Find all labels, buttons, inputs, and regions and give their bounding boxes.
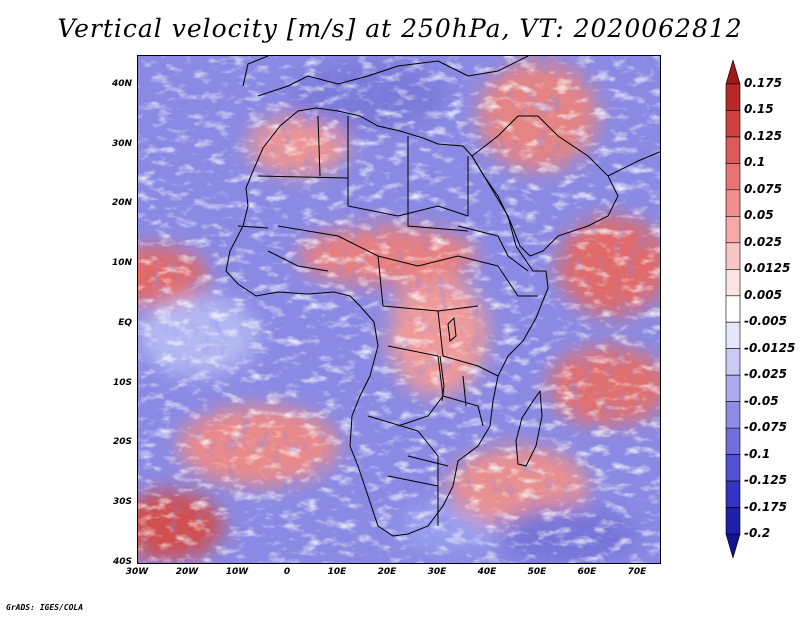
lat-label: EQ [118,318,132,328]
map-panel [137,55,661,564]
lat-label: 10S [112,378,132,388]
lon-label: 20W [175,567,199,577]
colorbar-bin [725,136,741,164]
colorbar-bin [725,374,741,402]
lat-label: 10N [111,258,132,268]
colorbar-label: 0.075 [744,181,782,196]
colorbar-bin [725,507,741,535]
colorbar-label: -0.175 [744,499,787,514]
lon-label: 10W [225,567,249,577]
lat-label: 40S [112,557,132,567]
colorbar-label: -0.125 [744,473,787,488]
field-texture-dark [138,56,660,563]
colorbar-label: -0.0125 [744,340,796,355]
lon-label: 60E [577,567,597,577]
colorbar [725,60,741,558]
lat-label: 30S [112,497,132,507]
colorbar-bin [725,427,741,455]
colorbar-bin [725,295,741,323]
colorbar-bin [725,480,741,508]
lat-label: 20N [111,198,132,208]
lon-label: 20E [377,567,397,577]
colorbar-label: -0.025 [744,367,787,382]
colorbar-label: 0.005 [744,287,782,302]
colorbar-label: 0.0125 [744,261,791,276]
colorbar-label: 0.15 [744,102,774,117]
colorbar-bin [725,533,741,558]
colorbar-bin [725,60,741,85]
colorbar-label: 0.1 [744,155,766,170]
lon-label: 70E [627,567,647,577]
lat-label: 20S [112,437,132,447]
colorbar-label: -0.005 [744,314,787,329]
coastlines [225,56,660,537]
lon-label: 30W [125,567,149,577]
colorbar-label: -0.05 [744,393,779,408]
colorbar-label: 0.05 [744,208,774,223]
colorbar-bin [725,110,741,138]
credit-text: GrADS: IGES/COLA [6,603,84,612]
velocity-field-map [138,56,660,563]
colorbar-bin [725,83,741,111]
colorbar-bin [725,401,741,429]
colorbar-bin [725,216,741,244]
lon-label: 40E [477,567,497,577]
colorbar-bin [725,268,741,297]
colorbar-bin [725,321,741,350]
colorbar-label: 0.025 [744,234,782,249]
colorbar-bin [725,189,741,217]
lon-label: 50E [527,567,547,577]
lon-label: 30E [427,567,447,577]
lat-label: 40N [111,79,132,89]
colorbar-bin [725,454,741,482]
colorbar-label: 0.175 [744,76,782,90]
colorbar-bin [725,163,741,191]
colorbar-label: 0.125 [744,128,782,143]
chart-title: Vertical velocity [m/s] at 250hPa, VT: 2… [57,14,743,43]
lat-label: 30N [111,139,132,149]
colorbar-label: -0.075 [744,420,787,435]
colorbar-bin [725,348,741,376]
lon-label: 0 [283,567,291,577]
colorbar-bin [725,242,741,270]
lon-label: 10E [327,567,347,577]
colorbar-label: -0.2 [744,526,771,540]
colorbar-label: -0.1 [744,446,771,461]
